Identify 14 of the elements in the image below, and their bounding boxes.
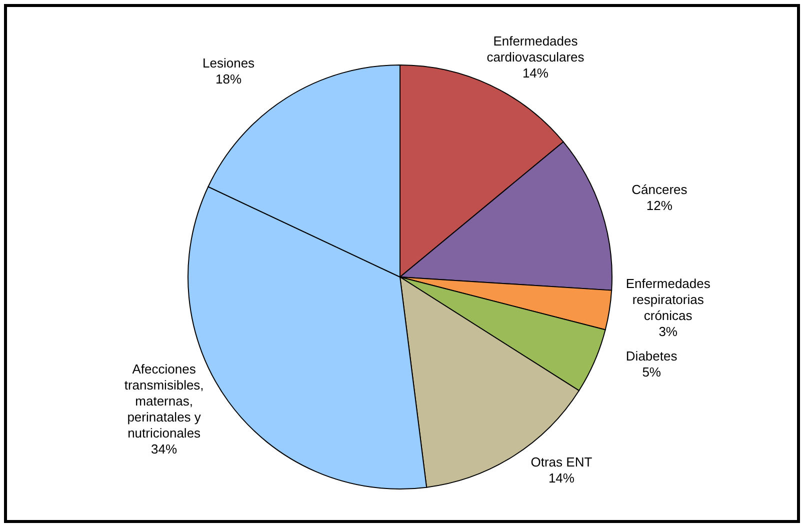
slice-label: Afecciones transmisibles, maternas, perinatales y nutricionales [124,362,204,442]
data-label: 14% [522,66,549,81]
slice-label: Diabetes [626,349,678,364]
slice-label: Otras ENT [530,454,592,470]
slice-label: Lesiones [202,56,256,72]
data-label: 12% [646,198,673,214]
slice-label: Enfermedades cardiovasculares [486,34,585,65]
data-label: 34% [151,442,178,458]
slice-label: Enfermedades respiratorias crónicas [626,276,711,324]
data-label: 18% [216,72,242,88]
data-label: 14% [548,470,575,486]
slice-label: Cánceres [632,182,688,198]
data-label: 3% [658,324,678,340]
data-label: 5% [642,365,662,380]
